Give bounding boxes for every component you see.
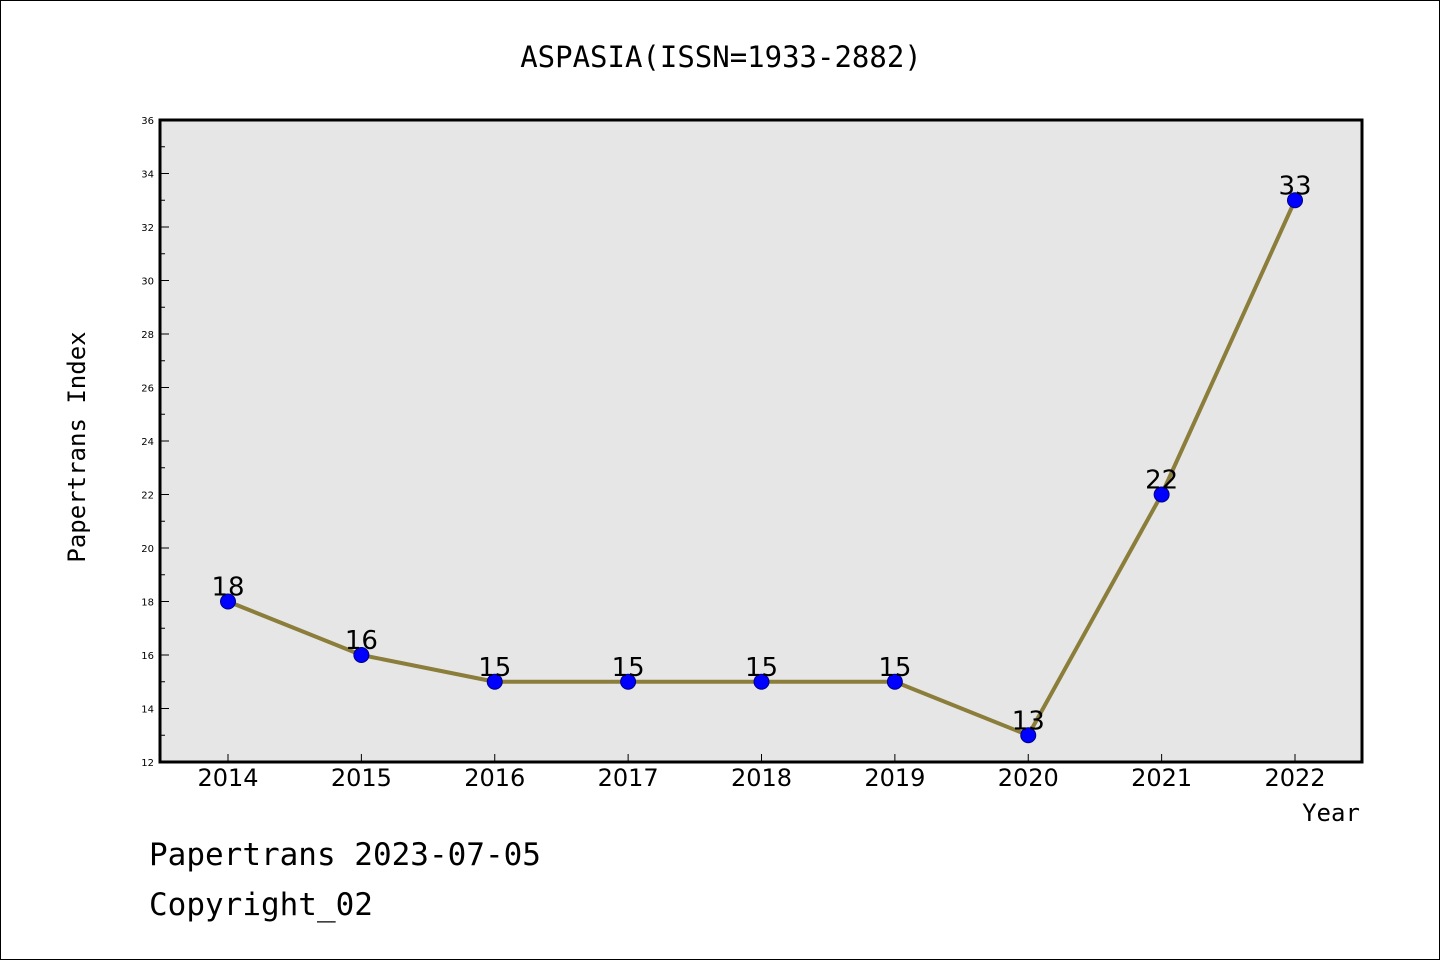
y-tick-label: 14 (141, 705, 154, 716)
y-tick-label: 24 (141, 437, 154, 448)
y-axis-label: Papertrans Index (63, 331, 91, 562)
y-tick-label: 12 (141, 758, 154, 769)
data-point (886, 673, 903, 690)
data-label: 15 (612, 653, 645, 683)
x-tick-label: 2016 (464, 764, 525, 792)
y-tick-label: 34 (141, 170, 154, 181)
x-axis-label: Year (1302, 799, 1360, 827)
data-point (1287, 192, 1303, 209)
y-tick-label: 20 (141, 544, 154, 555)
x-tick-label: 2014 (197, 764, 258, 792)
y-tick-label: 22 (141, 491, 154, 502)
data-point (486, 673, 503, 690)
series-markers (220, 192, 1303, 744)
chart-title: ASPASIA(ISSN=1933-2882) (520, 40, 922, 74)
plot-frame (158, 118, 1364, 764)
y-tick-label: 16 (141, 651, 154, 662)
data-point (353, 647, 370, 663)
y-tick-label: 28 (141, 330, 154, 341)
x-tick-label: 2021 (1131, 764, 1192, 792)
x-tick-label: 2018 (731, 764, 792, 792)
data-label: 16 (345, 626, 378, 656)
data-label: 18 (211, 573, 244, 603)
x-tick-label: 2020 (998, 764, 1059, 792)
data-point (1153, 486, 1170, 503)
y-tick-label: 30 (141, 277, 154, 288)
data-label: 13 (1012, 706, 1045, 736)
x-tick-label: 2019 (864, 764, 925, 792)
x-tick-label: 2015 (331, 764, 392, 792)
x-axis: 2014 2015 2016 2017 2018 2019 2020 2021 2022 (197, 754, 1326, 792)
data-point (1020, 727, 1037, 744)
data-label: 33 (1278, 171, 1311, 201)
y-tick-label: 32 (141, 223, 154, 234)
y-tick-label: 26 (141, 384, 154, 395)
data-point (220, 593, 236, 610)
y-tick-label: 18 (141, 598, 154, 609)
x-tick-label: 2017 (598, 764, 659, 792)
data-point (753, 673, 770, 690)
data-label: 15 (745, 653, 778, 683)
data-label: 22 (1145, 466, 1178, 496)
data-labels: 18 16 15 15 15 15 13 22 33 (211, 171, 1311, 736)
data-label: 15 (878, 653, 911, 683)
data-point (620, 673, 637, 690)
footer-date: Papertrans 2023-07-05 (149, 837, 541, 873)
x-tick-label: 2022 (1264, 764, 1325, 792)
footer-copyright: Copyright_02 (149, 887, 373, 923)
data-label: 15 (478, 653, 511, 683)
y-tick-label: 36 (141, 116, 154, 127)
